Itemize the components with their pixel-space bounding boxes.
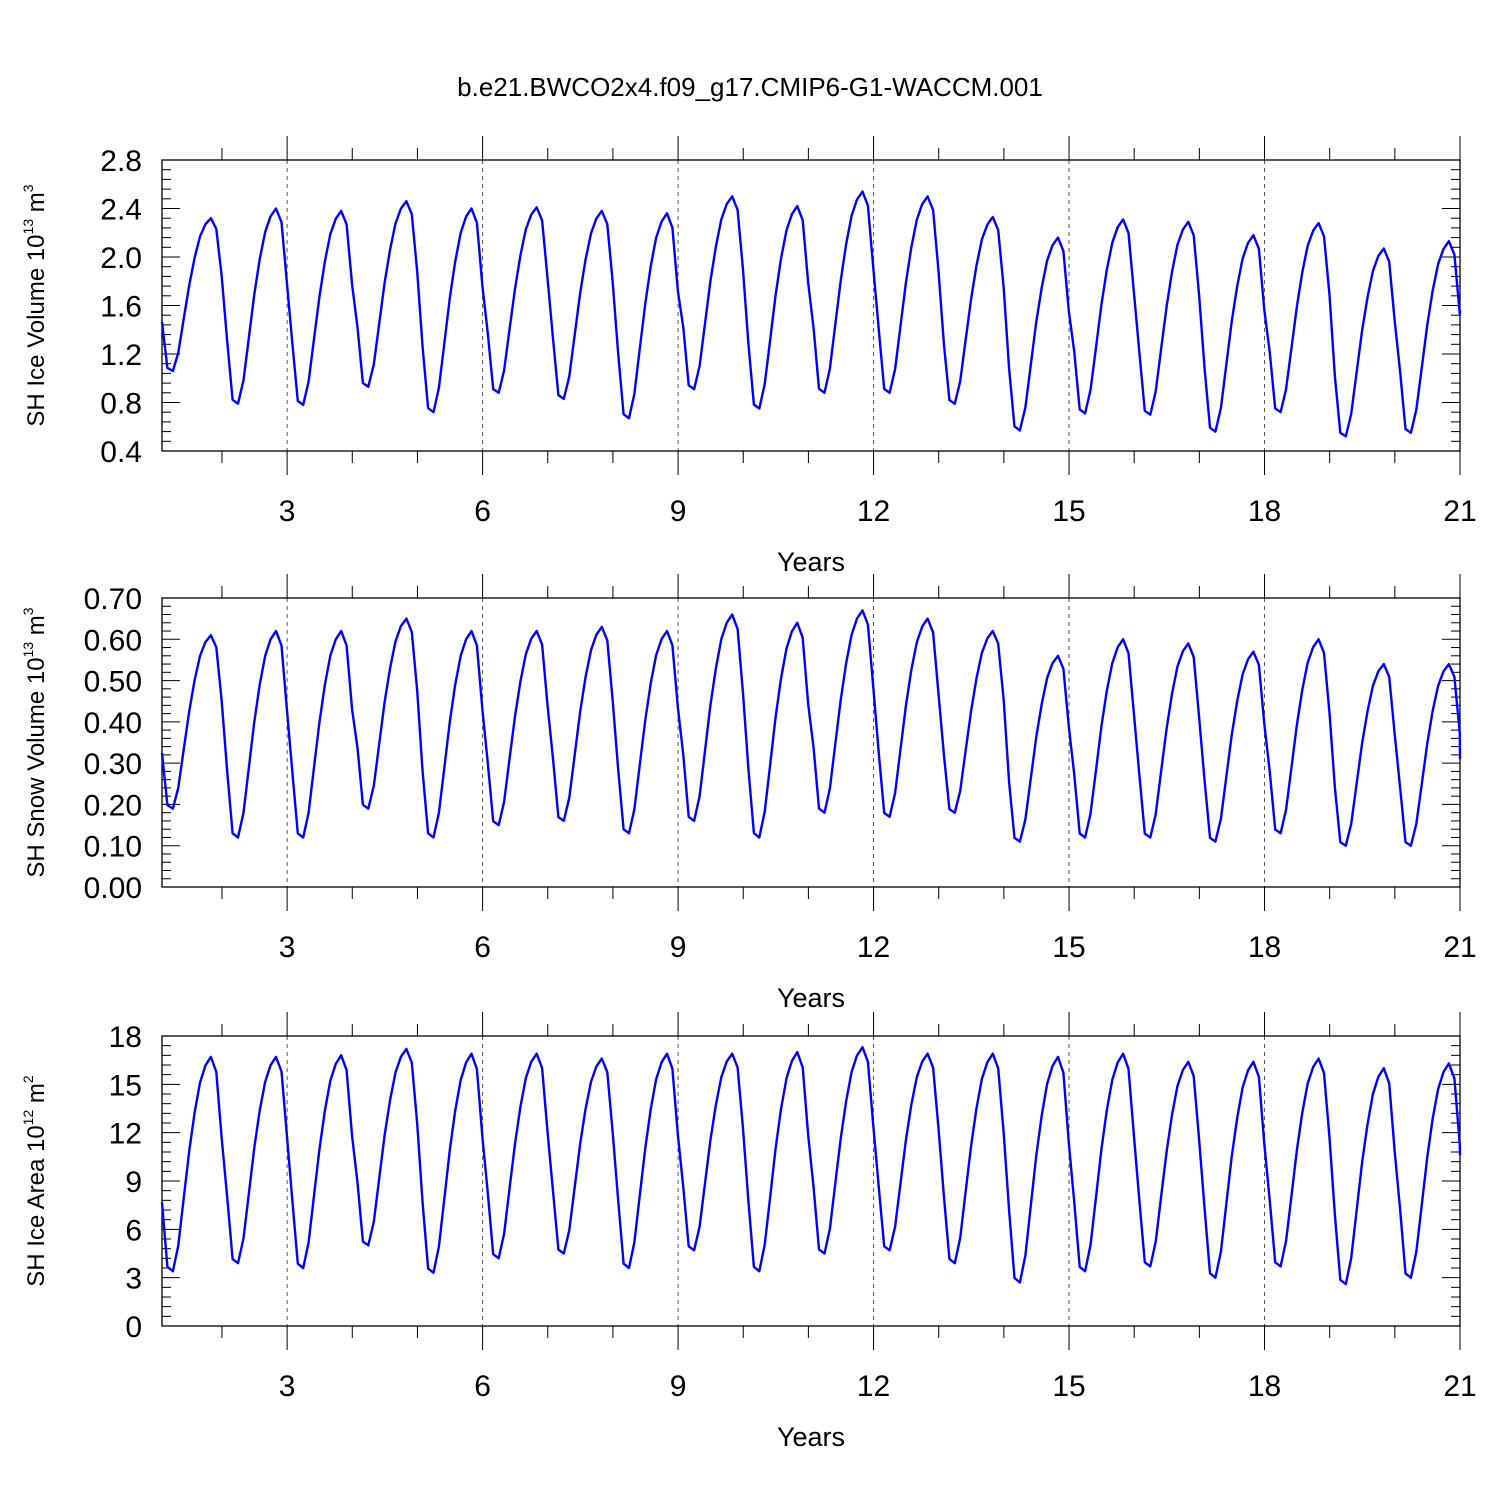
y-axis-label-exponent: 13	[20, 642, 36, 658]
y-tick-label: 0.8	[100, 388, 142, 421]
x-tick-label: 9	[670, 1370, 687, 1403]
y-axis-label-unit-exponent: 3	[20, 607, 36, 615]
x-tick-label: 18	[1248, 931, 1281, 964]
x-tick-label: 12	[857, 1370, 890, 1403]
x-axis-label: Years	[777, 1422, 845, 1452]
x-tick-label: 18	[1248, 495, 1281, 528]
y-tick-label: 3	[125, 1263, 142, 1296]
y-tick-label: 0	[125, 1311, 142, 1344]
y-axis-label-main: SH Snow Volume 10	[23, 657, 50, 877]
x-tick-label: 6	[474, 931, 491, 964]
y-tick-label: 18	[109, 1021, 142, 1054]
y-axis-label-main: SH Ice Volume 10	[23, 234, 50, 426]
y-tick-label: 2.4	[100, 194, 142, 227]
y-tick-label: 0.10	[84, 831, 142, 864]
y-tick-label: 2.0	[100, 242, 142, 275]
y-tick-label: 1.6	[100, 291, 142, 324]
y-axis-label-main: SH Ice Area 10	[23, 1125, 50, 1286]
x-tick-label: 18	[1248, 1370, 1281, 1403]
x-tick-label: 3	[279, 931, 296, 964]
y-tick-label: 2.8	[100, 145, 142, 178]
x-tick-label: 12	[857, 931, 890, 964]
panel-3: 3 6 9 12 15 18 21 Years 0 3 6 9 12 15 18 SH Ice Area 10…	[20, 1012, 1477, 1452]
x-tick-label: 9	[670, 495, 687, 528]
y-axis-label: SH Ice Area 1012 m2	[20, 1075, 50, 1287]
series-line-sh-ice-volume	[160, 190, 1462, 438]
x-tick-label: 21	[1443, 495, 1476, 528]
panel-1: 3 6 9 12 15 18 21 Years 0.4 0.8 1.2 1.6 2.0 2.4 2.8 SH …	[20, 136, 1477, 577]
y-tick-label: 0.60	[84, 624, 142, 657]
x-tick-label: 3	[279, 1370, 296, 1403]
y-tick-label: 0.40	[84, 707, 142, 740]
x-tick-label: 15	[1052, 1370, 1085, 1403]
x-tick-label: 21	[1443, 1370, 1476, 1403]
y-tick-label: 0.00	[84, 872, 142, 905]
y-axis-label-unit: m	[23, 1083, 50, 1110]
x-axis-label: Years	[777, 547, 845, 577]
y-axis-label-exponent: 12	[20, 1110, 36, 1126]
y-axis-label-unit: m	[23, 615, 50, 642]
series-line-sh-ice-area	[160, 1046, 1462, 1286]
x-tick-label: 12	[857, 495, 890, 528]
x-tick-label: 9	[670, 931, 687, 964]
x-tick-label: 15	[1052, 931, 1085, 964]
x-tick-label: 6	[474, 495, 491, 528]
y-tick-label: 0.50	[84, 666, 142, 699]
y-axis-label-unit-exponent: 2	[20, 1075, 36, 1083]
y-tick-label: 0.30	[84, 748, 142, 781]
y-tick-label: 1.2	[100, 339, 142, 372]
y-tick-label: 6	[125, 1214, 142, 1247]
y-tick-label: 9	[125, 1166, 142, 1199]
y-axis-label: SH Snow Volume 1013 m3	[20, 607, 50, 877]
x-tick-label: 15	[1052, 495, 1085, 528]
y-tick-label: 0.70	[84, 583, 142, 616]
y-tick-label: 12	[109, 1118, 142, 1151]
y-axis-label-unit: m	[23, 192, 50, 219]
figure-title: b.e21.BWCO2x4.f09_g17.CMIP6-G1-WACCM.001	[457, 72, 1043, 102]
panel-2: 3 6 9 12 15 18 21 Years 0.00 0.10 0.20 0.30 0.40 0.50…	[20, 574, 1477, 1013]
series-line-sh-snow-volume	[160, 609, 1462, 847]
y-tick-label: 0.4	[100, 436, 142, 469]
x-tick-label: 6	[474, 1370, 491, 1403]
y-tick-label: 15	[109, 1069, 142, 1102]
x-tick-label: 3	[279, 495, 296, 528]
y-axis-label-exponent: 13	[20, 219, 36, 235]
x-tick-label: 21	[1443, 931, 1476, 964]
y-tick-label: 0.20	[84, 789, 142, 822]
y-axis-label-unit-exponent: 3	[20, 184, 36, 192]
x-axis-label: Years	[777, 983, 845, 1013]
y-axis-label: SH Ice Volume 1013 m3	[20, 184, 50, 426]
